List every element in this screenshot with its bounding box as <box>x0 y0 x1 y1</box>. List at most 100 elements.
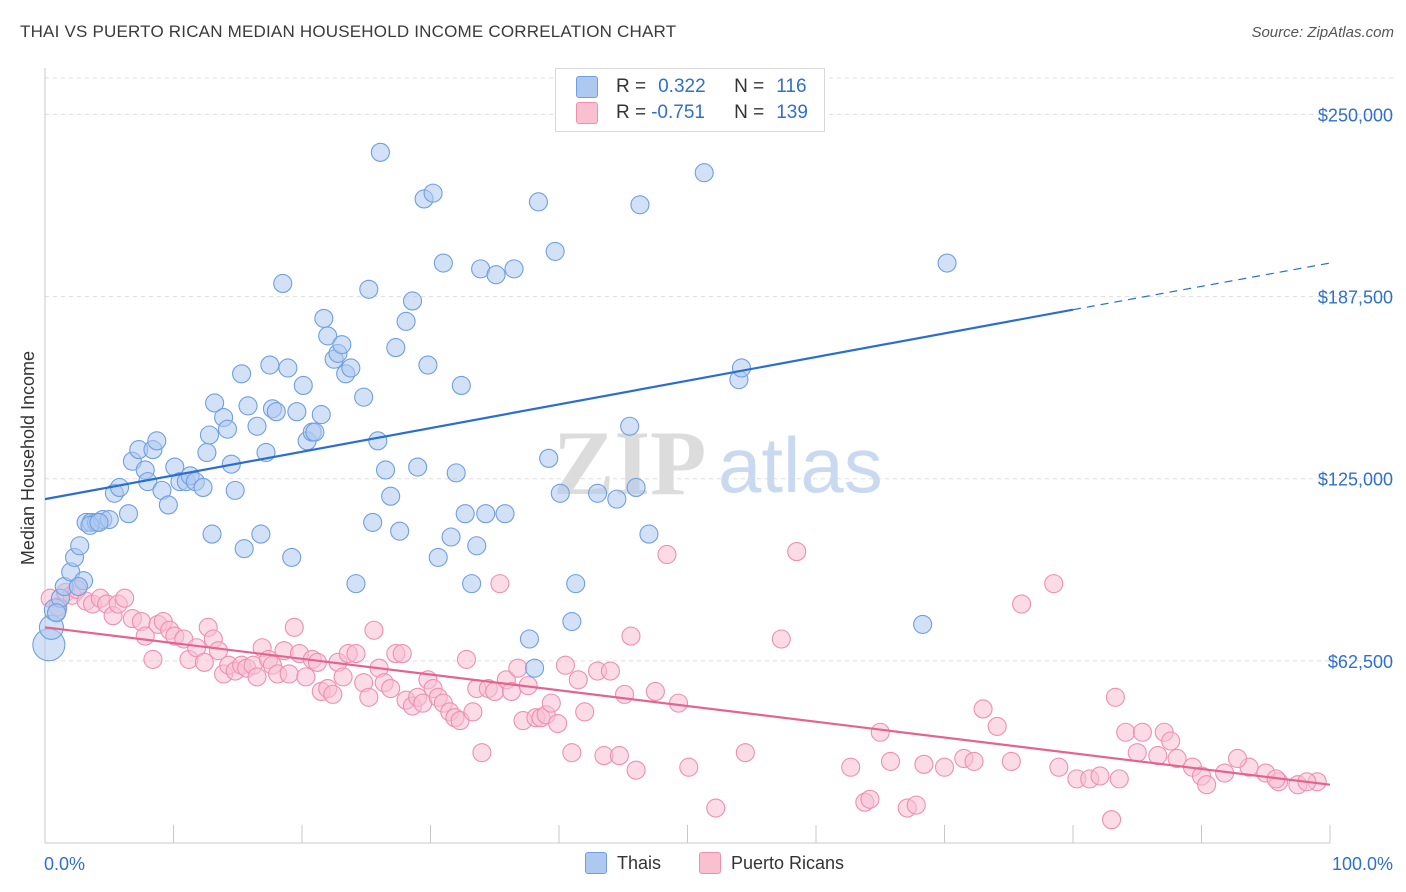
legend-item-puerto-ricans: Puerto Ricans <box>699 852 844 874</box>
puerto-rican-point <box>600 661 620 681</box>
thais-trend-extension <box>1072 262 1331 311</box>
thai-point <box>428 547 448 567</box>
puerto-rican-point <box>706 798 726 818</box>
puerto-rican-point <box>490 574 510 594</box>
thai-point <box>694 163 714 183</box>
thai-point <box>89 512 109 532</box>
puerto-rican-point <box>645 681 665 702</box>
thai-point <box>47 603 67 623</box>
thai-point <box>455 504 475 524</box>
thai-point <box>247 416 267 436</box>
thai-point <box>639 524 659 544</box>
thai-point <box>451 375 471 396</box>
y-axis-label: Median Household Income <box>18 351 38 565</box>
thai-point <box>232 364 252 384</box>
puerto-rican-point <box>621 626 641 646</box>
watermark-atlas: atlas <box>718 421 883 509</box>
puerto-rican-point <box>568 670 588 690</box>
thai-point <box>199 425 220 445</box>
thai-point <box>446 463 466 483</box>
thai-point <box>550 483 570 503</box>
thai-point <box>234 539 254 559</box>
puerto-rican-point <box>1127 743 1147 763</box>
thais-trend-line <box>44 308 1074 501</box>
thai-point <box>467 536 487 556</box>
r-label: R = <box>616 102 647 123</box>
puerto-rican-point <box>548 713 568 734</box>
puerto-rican-point <box>771 629 791 649</box>
y-tick-label: $125,000 <box>1318 470 1393 490</box>
puerto-rican-point <box>1116 722 1136 742</box>
thai-point <box>158 495 178 515</box>
trend-lines <box>44 262 1331 786</box>
y-tick-label: $187,500 <box>1318 288 1393 308</box>
thai-point <box>381 486 401 506</box>
thai-point <box>251 524 271 544</box>
puerto-rican-point <box>880 751 901 771</box>
thai-point <box>519 629 539 649</box>
puerto-rican-point <box>381 678 401 699</box>
puerto-rican-point <box>194 652 214 672</box>
thai-point <box>147 431 167 451</box>
chart-title: THAI VS PUERTO RICAN MEDIAN HOUSEHOLD IN… <box>20 22 677 41</box>
r-value: 0.322 <box>658 76 706 97</box>
thai-point <box>375 460 396 480</box>
puerto-rican-point <box>1001 751 1021 771</box>
puerto-rican-point <box>541 693 561 713</box>
y-tick-labels: $62,500 $125,000 $187,500 $250,000 <box>1318 105 1393 671</box>
thai-point <box>486 265 506 285</box>
y-tick-label: $62,500 <box>1328 652 1393 672</box>
puerto-rican-point <box>143 649 163 669</box>
thai-point <box>346 574 366 594</box>
thai-point <box>260 355 280 375</box>
x-tick-label-max: 100.0% <box>1332 854 1393 874</box>
thai-point <box>68 576 88 597</box>
puerto-rican-point <box>626 760 646 780</box>
legend-row-puerto-ricans: R = -0.751 N = 139 <box>576 100 808 126</box>
thai-point <box>341 358 361 378</box>
puerto-rican-point <box>1132 722 1152 742</box>
thai-point <box>273 273 293 294</box>
puerto-rican-point <box>501 681 522 702</box>
thais-swatch <box>585 852 607 874</box>
thai-point <box>626 477 646 498</box>
puerto-rican-point <box>247 667 267 687</box>
thai-point <box>282 547 302 567</box>
thai-point <box>937 253 957 273</box>
thai-point <box>913 614 933 634</box>
legend-row-thais: R = 0.322 N = 116 <box>576 74 807 100</box>
puerto-rican-point <box>973 699 993 719</box>
thai-point <box>193 477 213 498</box>
y-tick-label: $250,000 <box>1318 105 1393 125</box>
puerto-rican-point <box>333 667 353 687</box>
source-label: Source: ZipAtlas.com <box>1251 24 1394 41</box>
puerto-rican-point <box>472 743 492 763</box>
thai-point <box>545 241 565 261</box>
thai-point <box>418 355 438 375</box>
axes <box>44 68 1331 844</box>
n-label: N = <box>734 76 765 97</box>
puerto-rican-point <box>1049 757 1069 777</box>
thai-point <box>314 308 334 328</box>
puerto-rican-point <box>359 687 379 707</box>
puerto-rican-point <box>870 722 890 742</box>
r-value: -0.751 <box>651 102 705 123</box>
thai-point <box>118 504 139 524</box>
thai-point <box>386 338 406 358</box>
puerto-rican-point <box>1161 731 1181 751</box>
puerto-rican-point <box>787 542 807 562</box>
thai-point <box>620 416 640 436</box>
puerto-rican-point <box>364 620 384 640</box>
puerto-rican-point <box>346 644 366 664</box>
puerto-rican-point <box>1197 775 1217 795</box>
thai-point <box>731 358 752 378</box>
puerto-rican-point <box>1044 574 1064 594</box>
thai-point <box>630 195 650 215</box>
n-value: 139 <box>776 102 808 123</box>
puerto-rican-point <box>115 588 135 608</box>
puerto-rican-point <box>1090 766 1110 786</box>
r-label: R = <box>616 76 647 97</box>
thai-point <box>287 402 307 422</box>
puerto-rican-point <box>508 658 528 678</box>
